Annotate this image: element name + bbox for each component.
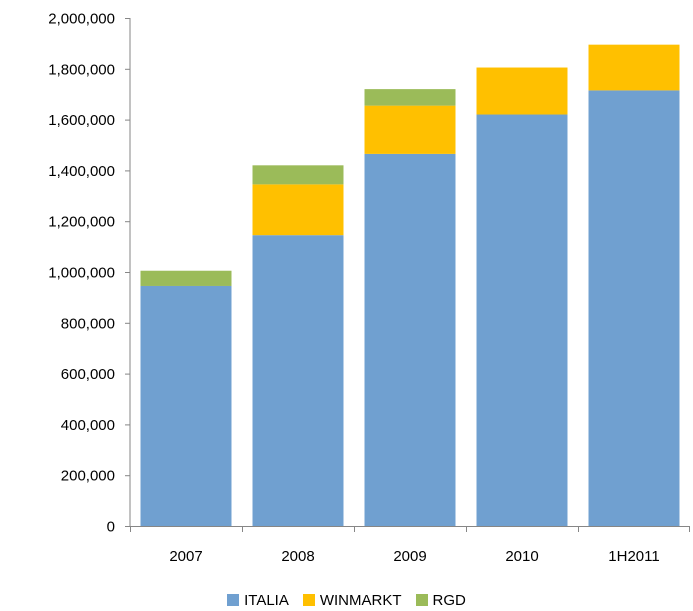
y-tick-label: 2,000,000: [48, 11, 115, 28]
bars: [140, 44, 680, 527]
bar-italia-2009: [364, 153, 456, 526]
y-tick-label: 1,800,000: [48, 61, 115, 78]
bar-rgd-2009: [364, 89, 456, 106]
legend-item-winmarkt: WINMARKT: [302, 591, 402, 609]
x-tick-label: 1H2011: [608, 548, 659, 565]
legend-item-rgd: RGD: [415, 591, 466, 609]
bar-winmarkt-1h2011: [588, 44, 680, 91]
bar-rgd-2008: [252, 165, 344, 185]
legend-label-italia: ITALIA: [244, 591, 289, 609]
legend-label-rgd: RGD: [432, 591, 466, 609]
bar-italia-2010: [476, 114, 568, 527]
legend-item-italia: ITALIA: [227, 592, 289, 609]
y-tick-label: 400,000: [61, 417, 115, 434]
bar-winmarkt-2008: [252, 184, 344, 236]
x-axis: 2007 2008 2009 2010 1H2011: [130, 526, 690, 565]
y-tick-label: 1,200,000: [48, 214, 115, 231]
y-tick-label: 800,000: [61, 315, 115, 332]
bar-winmarkt-2009: [364, 105, 456, 154]
y-tick-label: 1,000,000: [48, 265, 115, 282]
y-tick-label: 0: [107, 519, 115, 536]
x-tick-label: 2007: [169, 548, 202, 565]
legend-swatch-winmarkt: [302, 594, 315, 606]
y-tick-label: 1,400,000: [48, 163, 115, 180]
x-tick-label: 2008: [281, 548, 314, 565]
y-tick-label: 200,000: [61, 468, 115, 485]
bar-rgd-2007: [140, 270, 232, 286]
legend-swatch-rgd: [415, 594, 428, 606]
chart-svg: 0 200,000 400,000 600,000 800,000 1,000,000 1,…: [48, 11, 690, 565]
legend-label-winmarkt: WINMARKT: [319, 591, 402, 609]
bar-winmarkt-2010: [476, 67, 568, 115]
legend-swatch-italia: [227, 594, 240, 606]
y-tick-label: 600,000: [61, 366, 115, 383]
x-tick-label: 2009: [393, 548, 426, 565]
legend: ITALIA WINMARKT RGD: [0, 589, 693, 611]
bar-italia-1h2011: [588, 90, 680, 526]
bar-italia-2007: [140, 285, 232, 526]
x-tick-label: 2010: [505, 548, 538, 565]
y-tick-label: 1,600,000: [48, 112, 115, 129]
y-axis: 0 200,000 400,000 600,000 800,000 1,000,000 1,…: [48, 11, 131, 536]
bar-italia-2008: [252, 235, 344, 527]
